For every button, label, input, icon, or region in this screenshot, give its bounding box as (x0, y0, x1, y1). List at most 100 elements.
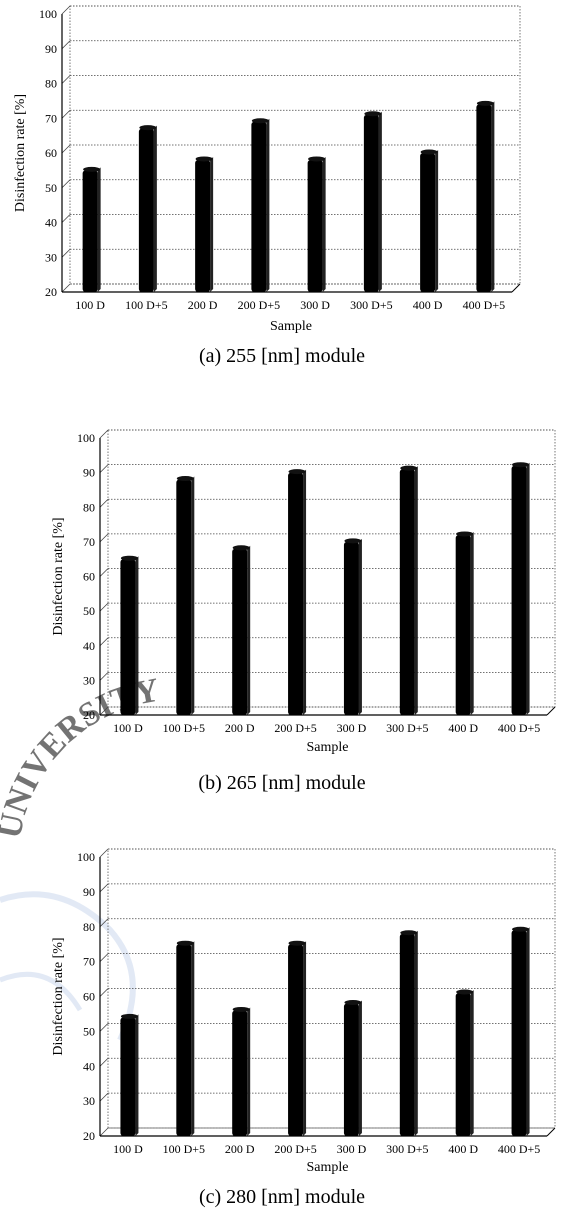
bar-side (470, 531, 474, 715)
bar-chart-a: 20 30 40 50 60 70 80 90 100 100 D 100 D+5 200 D 200 … (13, 5, 521, 334)
gridline-link (61, 75, 71, 84)
gridline-link (99, 429, 109, 439)
bar-top (251, 118, 269, 124)
x-tick-label: 400 D+5 (498, 1142, 540, 1156)
y-tick-label: 40 (83, 1059, 95, 1073)
gridline-link (99, 1092, 109, 1102)
bar-top (512, 462, 530, 468)
bar-chart-b: 20 30 40 50 60 70 80 90 100 100 D 100 D+5 200 D 200 … (51, 429, 556, 755)
bar-side (191, 941, 195, 1136)
bar (343, 1003, 359, 1136)
bar (288, 472, 304, 715)
y-tick-label: 20 (83, 708, 95, 722)
y-tick-label: 90 (83, 466, 95, 480)
x-tick-label: 300 D+5 (350, 298, 392, 312)
gridline-link (99, 602, 109, 612)
x-tick-label: 200 D (225, 1142, 255, 1156)
bar-side (378, 111, 382, 293)
bar-top (308, 156, 326, 162)
x-tick-label: 100 D+5 (163, 1142, 205, 1156)
bar (138, 128, 154, 292)
bar-side (97, 167, 101, 292)
bar (82, 170, 98, 292)
y-tick-label: 20 (45, 285, 57, 299)
caption-a: (a) 255 [nm] module (198, 345, 366, 367)
bar-top (176, 940, 194, 946)
bar-top (139, 125, 157, 131)
y-tick-label: 100 (77, 431, 95, 445)
y-tick-label: 60 (83, 990, 95, 1004)
bar (288, 944, 304, 1136)
bar (176, 944, 192, 1136)
bar-side (491, 101, 495, 292)
bar (232, 1010, 248, 1136)
x-tick-label: 300 D+5 (386, 721, 428, 735)
bar-side (470, 990, 474, 1136)
y-axis-title: Disinfection rate [%] (51, 937, 66, 1055)
bar (455, 993, 471, 1136)
bar-side (526, 927, 530, 1136)
bar-top (120, 1013, 138, 1019)
bar-side (435, 150, 439, 292)
y-tick-label: 30 (45, 250, 57, 264)
y-tick-label: 80 (83, 920, 95, 934)
bar (195, 159, 211, 292)
bar-top (83, 166, 101, 172)
bar-side (266, 118, 270, 292)
x-axis-title: Sample (307, 740, 349, 755)
bar-side (210, 156, 214, 292)
gridline-link (99, 848, 109, 858)
y-tick-label: 70 (83, 955, 95, 969)
y-tick-label: 80 (83, 500, 95, 514)
gridline-link (99, 953, 109, 962)
gridline-link (61, 40, 71, 50)
bar (420, 153, 436, 292)
x-tick-label: 200 D+5 (274, 1142, 316, 1156)
gridline-link (99, 918, 109, 928)
bar (343, 541, 359, 715)
y-tick-label: 50 (83, 604, 95, 618)
floor-edge (546, 1127, 556, 1137)
gridline-link (61, 5, 71, 15)
bar (176, 479, 192, 715)
bar (455, 534, 471, 715)
bar-top (288, 469, 306, 475)
bar-side (303, 941, 307, 1136)
bar-side (322, 156, 326, 292)
bar-top (120, 555, 138, 561)
bar-top (344, 999, 362, 1005)
x-tick-label: 200 D (225, 721, 255, 735)
bar-top (176, 476, 194, 482)
bar-top (400, 465, 418, 471)
bar-top (344, 538, 362, 544)
gridline-link (99, 988, 109, 997)
x-tick-label: 300 D+5 (386, 1142, 428, 1156)
gridline-link (99, 1023, 109, 1032)
x-tick-label: 400 D (448, 1142, 478, 1156)
bar-side (135, 1014, 139, 1136)
bar-side (153, 125, 157, 292)
bar-side (247, 1007, 251, 1136)
caption-c: (c) 280 [nm] module (198, 1186, 366, 1208)
y-tick-label: 60 (83, 570, 95, 584)
chart-panel-a: 20 30 40 50 60 70 80 90 100 100 D 100 D+5 200 D 200 … (0, 0, 564, 400)
gridline-link (99, 883, 109, 893)
bar (232, 548, 248, 715)
y-tick-label: 90 (83, 885, 95, 899)
floor-edge (546, 706, 556, 716)
x-axis-title: Sample (307, 1160, 349, 1175)
chart-panel-c: 20 30 40 50 60 70 80 90 100 100 D 100 D+5 200 D 200 … (0, 840, 564, 1218)
gridline-link (61, 248, 71, 258)
bar-side (135, 556, 139, 715)
y-tick-label: 30 (83, 673, 95, 687)
bar-side (526, 462, 530, 715)
bar (307, 159, 323, 292)
x-tick-label: 100 D (113, 721, 143, 735)
bar (399, 469, 415, 715)
x-tick-label: 100 D (113, 1142, 143, 1156)
bar-side (247, 545, 251, 715)
y-tick-label: 100 (39, 7, 57, 21)
y-tick-label: 70 (83, 535, 95, 549)
gridline-link (99, 464, 109, 473)
bar-chart-c: 20 30 40 50 60 70 80 90 100 100 D 100 D+5 200 D 200 … (51, 848, 556, 1175)
